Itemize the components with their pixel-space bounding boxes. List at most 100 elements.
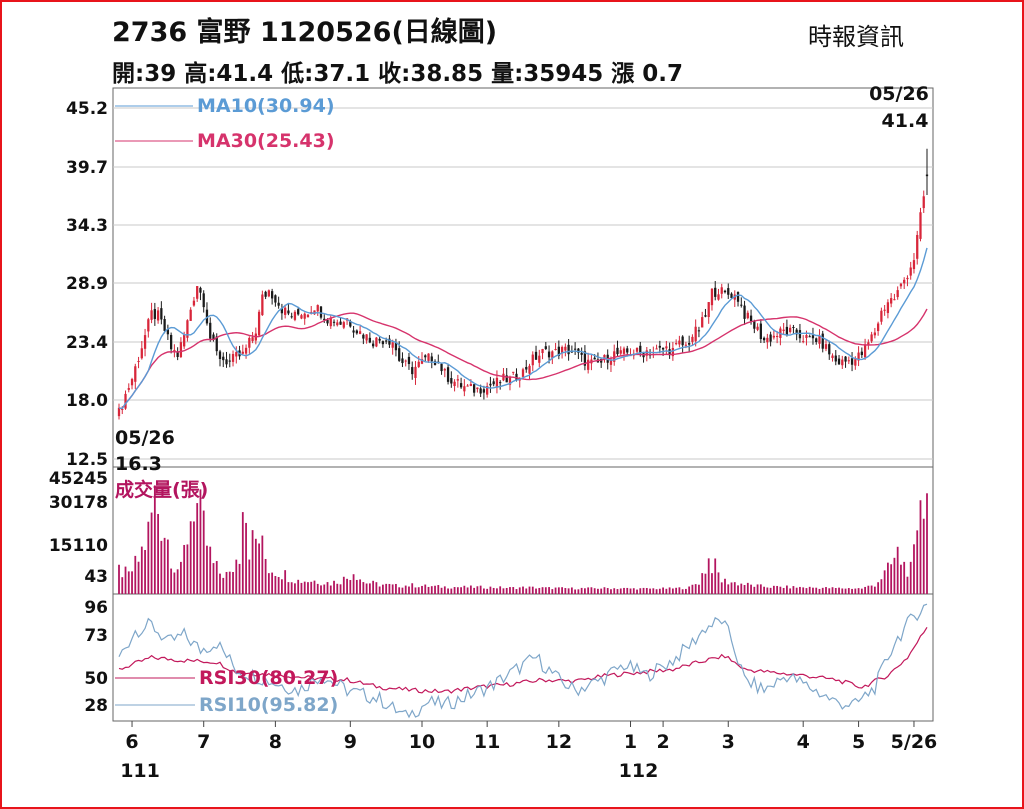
candle-body: [828, 344, 831, 355]
candle-body: [160, 308, 163, 320]
volume-bar: [173, 572, 176, 594]
volume-bar: [769, 587, 772, 594]
volume-bar: [522, 586, 524, 594]
volume-bar: [893, 557, 896, 594]
volume-bar: [430, 586, 433, 594]
volume-bar: [232, 572, 234, 594]
year-label: 111: [120, 760, 160, 782]
volume-bar: [518, 587, 521, 594]
volume-bar: [248, 559, 251, 594]
volume-bar: [196, 503, 199, 594]
candle-body: [789, 327, 792, 332]
candle-body: [665, 346, 668, 349]
candle-body: [169, 334, 173, 350]
candle-body: [388, 338, 391, 345]
volume-bar: [395, 583, 397, 594]
candle-body: [306, 314, 310, 318]
candle-body: [909, 267, 912, 276]
candle-body: [297, 309, 300, 315]
volume-bar: [704, 573, 707, 594]
candle-body: [430, 356, 433, 362]
volume-bar: [140, 546, 143, 594]
volume-bar: [492, 587, 495, 594]
candle-body: [218, 351, 222, 360]
candle-body: [896, 290, 899, 298]
volume-bar: [212, 563, 215, 594]
volume-bar: [525, 588, 528, 594]
candle-body: [671, 347, 675, 357]
candle-body: [674, 343, 678, 345]
candle-body: [486, 386, 489, 395]
candle-body: [342, 322, 345, 328]
candle-body: [603, 354, 606, 359]
volume-bar: [691, 584, 694, 594]
x-tick-label: 9: [344, 731, 357, 753]
candle-body: [420, 359, 424, 364]
candle-body: [443, 369, 446, 371]
x-tick-label: 2: [656, 731, 669, 753]
volume-bar: [261, 535, 264, 594]
volume-bar: [163, 537, 166, 594]
price-tick-label: 39.7: [66, 158, 108, 178]
volume-bar: [447, 588, 449, 594]
volume-bar: [603, 587, 606, 594]
volume-bar: [355, 579, 358, 594]
volume-bar: [365, 583, 368, 594]
candle-body: [248, 337, 251, 348]
candle-body: [349, 321, 352, 327]
candle-body: [678, 340, 681, 345]
candle-body: [521, 369, 525, 377]
candle-body: [512, 371, 515, 373]
candle-body: [127, 388, 130, 390]
candle-body: [411, 367, 414, 375]
volume-bar: [235, 559, 238, 594]
price-tick-label: 23.4: [66, 333, 108, 353]
volume-bar: [636, 589, 638, 594]
candle-body: [870, 334, 873, 342]
volume-bar: [671, 588, 674, 594]
volume-bar: [489, 586, 492, 594]
volume-bar: [157, 513, 159, 594]
candle-body: [329, 317, 332, 327]
candle-body: [362, 334, 365, 339]
volume-bar: [329, 585, 332, 594]
high-value-label: 41.4: [882, 110, 929, 132]
candle-body: [811, 335, 815, 339]
ma30-line: [118, 308, 928, 410]
candle-body: [661, 347, 665, 350]
candle-body: [697, 330, 701, 332]
candle-body: [922, 196, 925, 209]
volume-bar: [147, 521, 150, 594]
candle-body: [749, 315, 753, 322]
x-tick-label: 4: [797, 731, 810, 753]
volume-bar: [479, 585, 482, 594]
volume-bar: [782, 587, 785, 594]
volume-bar: [720, 582, 723, 594]
volume-bar: [388, 583, 391, 594]
candle-body: [714, 287, 717, 297]
source-label: 時報資訊: [808, 23, 904, 51]
candle-body: [795, 329, 798, 335]
candle-body: [541, 349, 544, 354]
candle-body: [450, 378, 453, 384]
candle-body: [658, 345, 661, 348]
volume-bar: [665, 588, 668, 594]
candle-body: [727, 288, 730, 295]
candle-body: [681, 336, 684, 346]
volume-bar: [812, 587, 814, 594]
volume-bar: [854, 588, 857, 594]
volume-bar: [137, 561, 140, 594]
volume-bar: [727, 584, 730, 594]
candle-body: [919, 212, 922, 239]
candle-body: [459, 383, 463, 388]
year-label: 112: [619, 760, 659, 782]
candle-body: [381, 341, 385, 345]
candle-body: [893, 299, 896, 301]
volume-bar: [303, 581, 306, 594]
volume-bar: [694, 584, 697, 594]
candle-body: [759, 323, 762, 340]
volume-bar: [241, 512, 244, 594]
candle-body: [691, 336, 694, 342]
candle-body: [707, 302, 710, 318]
volume-bar: [756, 584, 759, 594]
